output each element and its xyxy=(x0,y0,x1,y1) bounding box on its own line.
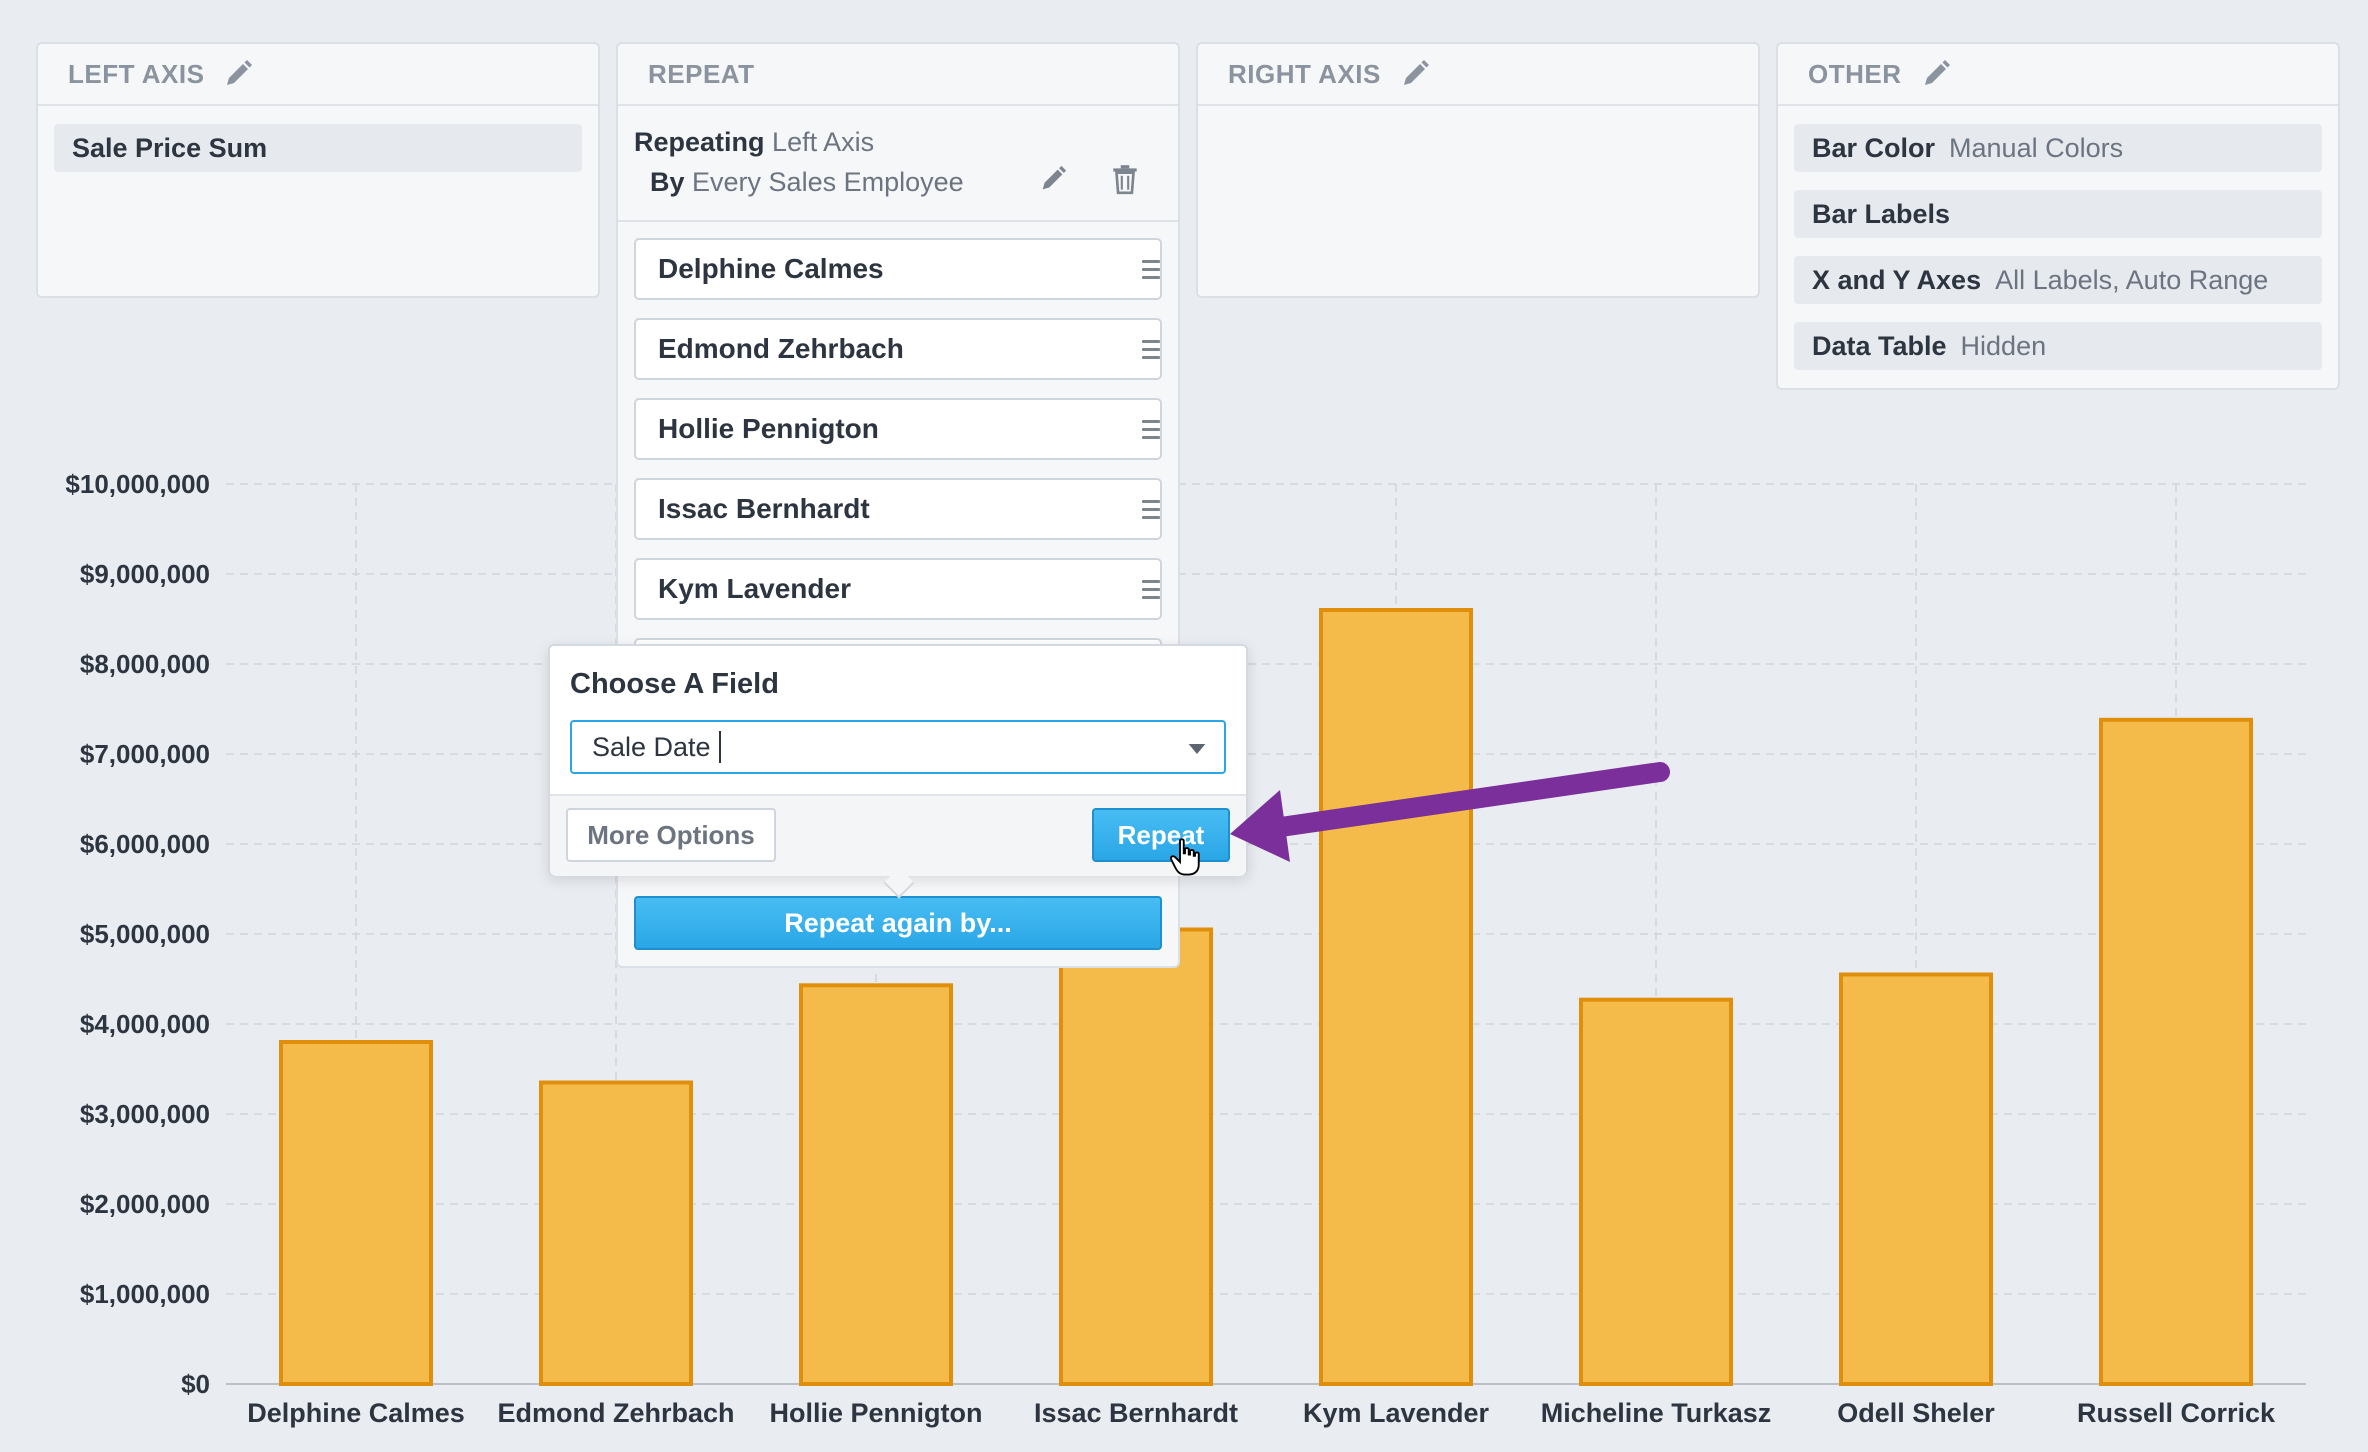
bar-color-setting[interactable]: Bar Color Manual Colors xyxy=(1794,124,2322,172)
setting-label: X and Y Axes xyxy=(1812,264,1982,295)
drag-handle-icon[interactable] xyxy=(1142,340,1160,364)
y-tick-label: $8,000,000 xyxy=(80,649,210,679)
repeat-item-label: Kym Lavender xyxy=(658,573,851,604)
chevron-down-icon[interactable] xyxy=(1188,744,1206,754)
bar-labels-setting[interactable]: Bar Labels xyxy=(1794,190,2322,238)
setting-value: All Labels, Auto Range xyxy=(1995,264,2269,295)
repeat-item[interactable]: Hollie Pennigton xyxy=(634,398,1162,460)
repeat-header: REPEAT xyxy=(618,44,1178,106)
left-axis-field[interactable]: Sale Price Sum xyxy=(54,124,582,172)
repeat-item-label: Delphine Calmes xyxy=(658,253,884,284)
y-tick-label: $1,000,000 xyxy=(80,1279,210,1309)
more-options-button[interactable]: More Options xyxy=(566,808,776,862)
repeat-item[interactable]: Issac Bernhardt xyxy=(634,478,1162,540)
other-title: OTHER xyxy=(1808,58,1902,89)
x-tick-label: Russell Corrick xyxy=(2077,1398,2276,1428)
repeat-again-label: Repeat again by... xyxy=(784,907,1012,938)
y-tick-label: $5,000,000 xyxy=(80,919,210,949)
repeat-item[interactable]: Kym Lavender xyxy=(634,558,1162,620)
y-tick-label: $3,000,000 xyxy=(80,1099,210,1129)
x-tick-label: Delphine Calmes xyxy=(247,1398,465,1428)
repeat-item-label: Hollie Pennigton xyxy=(658,413,879,444)
repeating-label: Repeating xyxy=(634,127,765,157)
popup-title: Choose A Field xyxy=(570,668,779,700)
pencil-icon[interactable] xyxy=(1920,58,1952,90)
repeat-button-label: Repeat xyxy=(1117,819,1205,850)
bar[interactable] xyxy=(279,1040,433,1386)
by-label: By xyxy=(650,167,685,197)
repeat-item[interactable]: Delphine Calmes xyxy=(634,238,1162,300)
choose-field-popup: Choose A Field Sale Date More Options Re… xyxy=(548,644,1248,899)
drag-handle-icon[interactable] xyxy=(1142,420,1160,444)
x-tick-label: Kym Lavender xyxy=(1303,1398,1490,1428)
repeat-title: REPEAT xyxy=(648,58,755,89)
other-panel: OTHER Bar Color Manual Colors Bar Labels… xyxy=(1776,42,2340,390)
repeat-item-label: Issac Bernhardt xyxy=(658,493,870,524)
setting-label: Data Table xyxy=(1812,330,1947,361)
setting-label: Bar Color xyxy=(1812,132,1936,163)
left-axis-panel: LEFT AXIS Sale Price Sum xyxy=(36,42,600,298)
y-tick-label: $9,000,000 xyxy=(80,559,210,589)
right-axis-panel: RIGHT AXIS xyxy=(1196,42,1760,298)
field-select[interactable]: Sale Date xyxy=(570,720,1226,774)
repeat-again-button[interactable]: Repeat again by... xyxy=(634,896,1162,950)
repeat-item[interactable]: Edmond Zehrbach xyxy=(634,318,1162,380)
x-tick-label: Hollie Pennigton xyxy=(770,1398,983,1428)
repeat-button[interactable]: Repeat xyxy=(1092,808,1230,862)
bar[interactable] xyxy=(1579,997,1733,1386)
more-options-label: More Options xyxy=(587,819,755,850)
y-tick-label: $10,000,000 xyxy=(65,469,210,499)
drag-handle-icon[interactable] xyxy=(1142,500,1160,524)
repeat-divider xyxy=(618,220,1178,222)
pencil-icon[interactable] xyxy=(1399,58,1431,90)
data-table-setting[interactable]: Data Table Hidden xyxy=(1794,322,2322,370)
drag-handle-icon[interactable] xyxy=(1142,580,1160,604)
y-tick-label: $6,000,000 xyxy=(80,829,210,859)
y-tick-label: $2,000,000 xyxy=(80,1189,210,1219)
axes-setting[interactable]: X and Y Axes All Labels, Auto Range xyxy=(1794,256,2322,304)
bar[interactable] xyxy=(1839,972,1993,1386)
x-tick-label: Issac Bernhardt xyxy=(1034,1398,1238,1428)
setting-value: Hidden xyxy=(1960,330,2047,361)
x-tick-label: Micheline Turkasz xyxy=(1541,1398,1772,1428)
repeat-item-label: Edmond Zehrbach xyxy=(658,333,904,364)
bar[interactable] xyxy=(539,1080,693,1386)
y-tick-label: $7,000,000 xyxy=(80,739,210,769)
text-cursor xyxy=(718,731,721,763)
setting-value: Manual Colors xyxy=(1949,132,2124,163)
setting-label: Bar Labels xyxy=(1812,198,1951,229)
by-value: Every Sales Employee xyxy=(692,167,964,197)
other-header: OTHER xyxy=(1778,44,2338,106)
bar[interactable] xyxy=(2099,717,2253,1386)
trash-icon[interactable] xyxy=(1108,162,1142,196)
repeating-value: Left Axis xyxy=(772,127,875,157)
x-tick-label: Edmond Zehrbach xyxy=(497,1398,734,1428)
repeat-summary: Repeating Left Axis By Every Sales Emplo… xyxy=(634,122,964,202)
bar[interactable] xyxy=(1319,608,1473,1386)
hand-cursor-icon xyxy=(1170,838,1200,876)
right-axis-title: RIGHT AXIS xyxy=(1228,58,1381,89)
left-axis-header: LEFT AXIS xyxy=(38,44,598,106)
x-tick-label: Odell Sheler xyxy=(1837,1398,1995,1428)
pencil-icon[interactable] xyxy=(1038,164,1068,194)
bar[interactable] xyxy=(799,983,953,1386)
drag-handle-icon[interactable] xyxy=(1142,260,1160,284)
right-axis-header: RIGHT AXIS xyxy=(1198,44,1758,106)
y-tick-label: $0 xyxy=(181,1369,210,1399)
bar[interactable] xyxy=(1059,927,1213,1386)
field-select-value: Sale Date xyxy=(592,731,711,762)
y-tick-label: $4,000,000 xyxy=(80,1009,210,1039)
left-axis-field-label: Sale Price Sum xyxy=(72,132,268,163)
pencil-icon[interactable] xyxy=(222,58,254,90)
left-axis-title: LEFT AXIS xyxy=(68,58,205,89)
